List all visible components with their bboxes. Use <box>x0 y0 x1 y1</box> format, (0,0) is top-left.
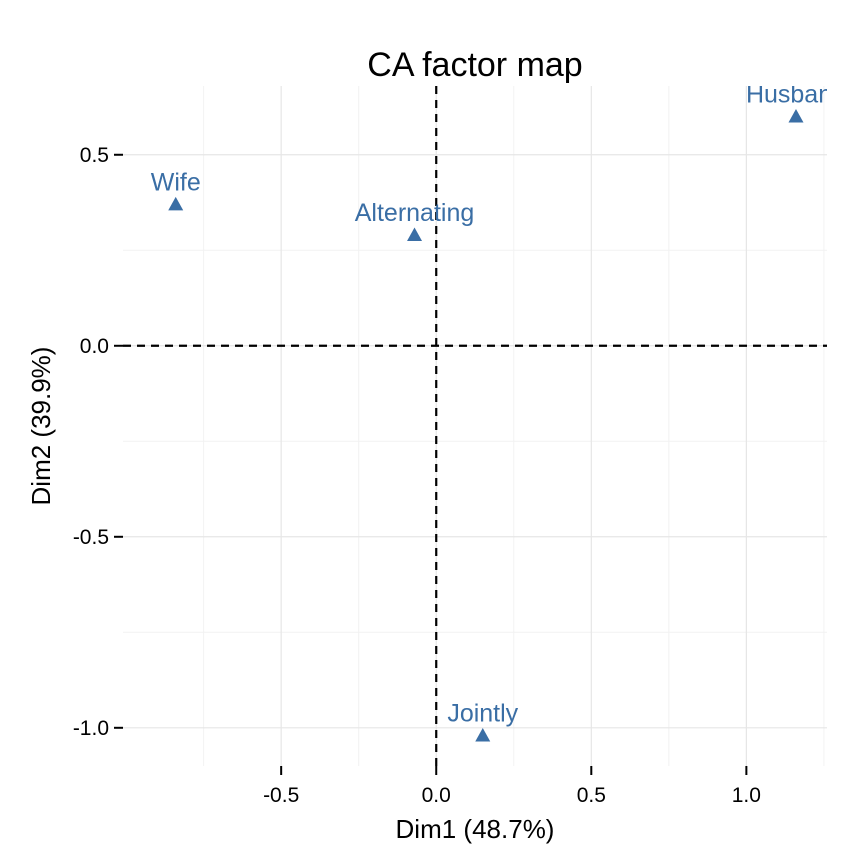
y-axis-title: Dim2 (39.9%) <box>26 347 56 506</box>
y-tick-label: 0.5 <box>80 144 109 167</box>
data-point-label: Alternating <box>355 199 475 227</box>
data-point-marker <box>168 196 184 211</box>
data-points: Wife Alternating Husband Jointly <box>151 81 846 742</box>
y-tick-label: -0.5 <box>73 526 109 549</box>
y-tick-label: -1.0 <box>73 717 109 740</box>
data-point-marker <box>788 109 804 123</box>
plot-panel <box>123 86 827 766</box>
x-tick-label: -0.5 <box>263 784 299 807</box>
data-point-label: Wife <box>151 168 201 196</box>
data-point-marker <box>407 227 423 241</box>
x-tick-label: 0.0 <box>422 784 451 807</box>
x-tick-label: 0.5 <box>577 784 606 807</box>
x-tick-label: 1.0 <box>732 784 761 807</box>
axis-ticks: -0.5 0.0 0.5 1.0 -1.0 -0.5 0.0 0.5 <box>73 144 761 807</box>
grid-lines <box>123 86 827 766</box>
chart-title: CA factor map <box>367 46 582 84</box>
data-point-marker <box>475 727 491 742</box>
y-tick-label: 0.0 <box>80 335 109 358</box>
reference-lines <box>123 86 827 766</box>
data-point-label: Jointly <box>447 699 518 727</box>
plot-background <box>123 86 827 766</box>
x-axis-title: Dim1 (48.7%) <box>396 814 555 844</box>
data-point-label: Husband <box>746 81 846 109</box>
